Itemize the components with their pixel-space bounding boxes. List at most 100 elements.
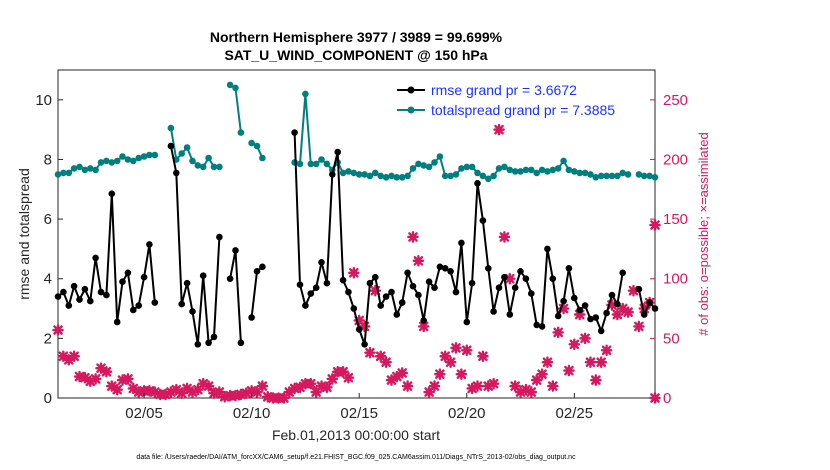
rmse-point: [124, 269, 132, 277]
rmse-point: [178, 300, 185, 308]
spread-point: [404, 172, 411, 180]
rmse-point: [404, 269, 411, 277]
rmse-point: [474, 180, 481, 187]
spread-point: [528, 166, 535, 174]
obs-assimilated-point: [584, 356, 597, 369]
spread-point: [554, 165, 562, 172]
spread-point: [92, 166, 99, 174]
right-tick-label: 50: [663, 330, 680, 347]
obs-assimilated-point: [595, 356, 608, 369]
rmse-point: [587, 315, 594, 323]
spread-point: [108, 159, 116, 166]
spread-point: [560, 157, 567, 165]
rmse-point: [425, 278, 433, 286]
spread-point: [398, 174, 406, 181]
rmse-point: [312, 284, 320, 292]
spread-point: [70, 165, 78, 172]
spread-point: [65, 169, 73, 177]
obs-assimilated-point: [186, 386, 199, 398]
rmse-point: [538, 323, 546, 330]
rmse-point: [302, 302, 309, 309]
rmse-point: [490, 308, 497, 315]
spread-point: [619, 169, 626, 177]
left-axis: 0 2 4 6 8 10: [35, 92, 63, 407]
rmse-point: [382, 293, 390, 300]
spread-point: [468, 163, 476, 171]
obs-assimilated-point: [326, 373, 339, 385]
rmse-point: [103, 291, 110, 299]
spread-point: [447, 172, 454, 180]
obs-assimilated-point: [245, 385, 258, 397]
right-tick-label: 200: [663, 151, 688, 168]
spread-point: [608, 172, 616, 180]
rmse-point: [189, 308, 196, 315]
spread-point: [603, 172, 610, 180]
rmse-point: [76, 296, 83, 303]
rmse-point: [377, 302, 385, 309]
obs-assimilated-point: [616, 302, 629, 315]
obs-assimilated-point: [283, 386, 296, 398]
obs-assimilated-point: [391, 370, 403, 383]
obs-assimilated-point: [256, 380, 269, 392]
rmse-point: [452, 288, 460, 296]
spread-point: [377, 172, 385, 180]
rmse-point: [614, 300, 621, 308]
spread-point: [565, 166, 573, 174]
rmse-point: [560, 297, 567, 305]
rmse-point: [468, 279, 476, 287]
obs-assimilated-point: [450, 342, 462, 354]
obs-assimilated-point: [159, 388, 172, 401]
legend-spread-marker: [407, 106, 415, 114]
spread-point: [409, 165, 417, 172]
spread-point: [199, 163, 207, 171]
spread-point: [76, 163, 83, 171]
obs-assimilated-point: [132, 386, 145, 398]
spread-point: [441, 172, 449, 180]
rmse-point: [70, 282, 78, 290]
right-axis: 0 50 100 150 200 250: [650, 92, 688, 407]
obs-assimilated-point: [396, 367, 409, 379]
x-axis-label: Feb.01,2013 00:00:00 start: [272, 427, 440, 443]
obs-assimilated-point: [509, 380, 521, 392]
spread-point: [436, 153, 444, 160]
obs-assimilated-point: [116, 374, 129, 386]
spread-point: [463, 163, 471, 171]
rmse-point: [592, 314, 600, 321]
obs-assimilated-point: [444, 356, 457, 369]
obs-assimilated-point: [369, 284, 382, 297]
obs-assimilated-point: [401, 380, 414, 392]
spread-point: [87, 165, 94, 172]
obs-assimilated-point: [471, 380, 484, 392]
rmse-point: [259, 263, 266, 271]
rmse-point: [506, 311, 514, 318]
obs-assimilated-point: [380, 356, 392, 369]
spread-point: [355, 171, 363, 178]
spread-point: [382, 174, 390, 181]
rmse-point: [571, 294, 578, 302]
rmse-point: [173, 169, 180, 177]
spread-point: [581, 169, 589, 177]
rmse-point: [501, 273, 508, 281]
obs-assimilated-point: [304, 377, 317, 390]
obs-assimilated-point: [611, 308, 624, 321]
obs-assimilated-point: [460, 344, 473, 357]
obs-assimilated-point: [62, 354, 75, 366]
obs-assimilated-point: [557, 302, 570, 315]
obs-assimilated-point: [197, 377, 210, 390]
rmse-point: [146, 241, 153, 248]
obs-assimilated-point: [315, 380, 328, 392]
obs-assimilated-point: [477, 350, 489, 363]
obs-assimilated-point: [568, 338, 581, 351]
obs-assimilated-point: [498, 231, 511, 243]
rmse-point: [388, 288, 395, 296]
spread-point: [248, 139, 255, 147]
spread-point: [103, 157, 110, 165]
spread-point: [124, 156, 132, 163]
spread-point: [323, 160, 331, 168]
obs-assimilated-point: [525, 386, 538, 398]
rmse-point: [226, 275, 234, 283]
rmse-point: [334, 148, 342, 156]
spread-point: [259, 154, 266, 162]
rmse-point: [646, 299, 653, 306]
spread-point: [296, 160, 304, 168]
